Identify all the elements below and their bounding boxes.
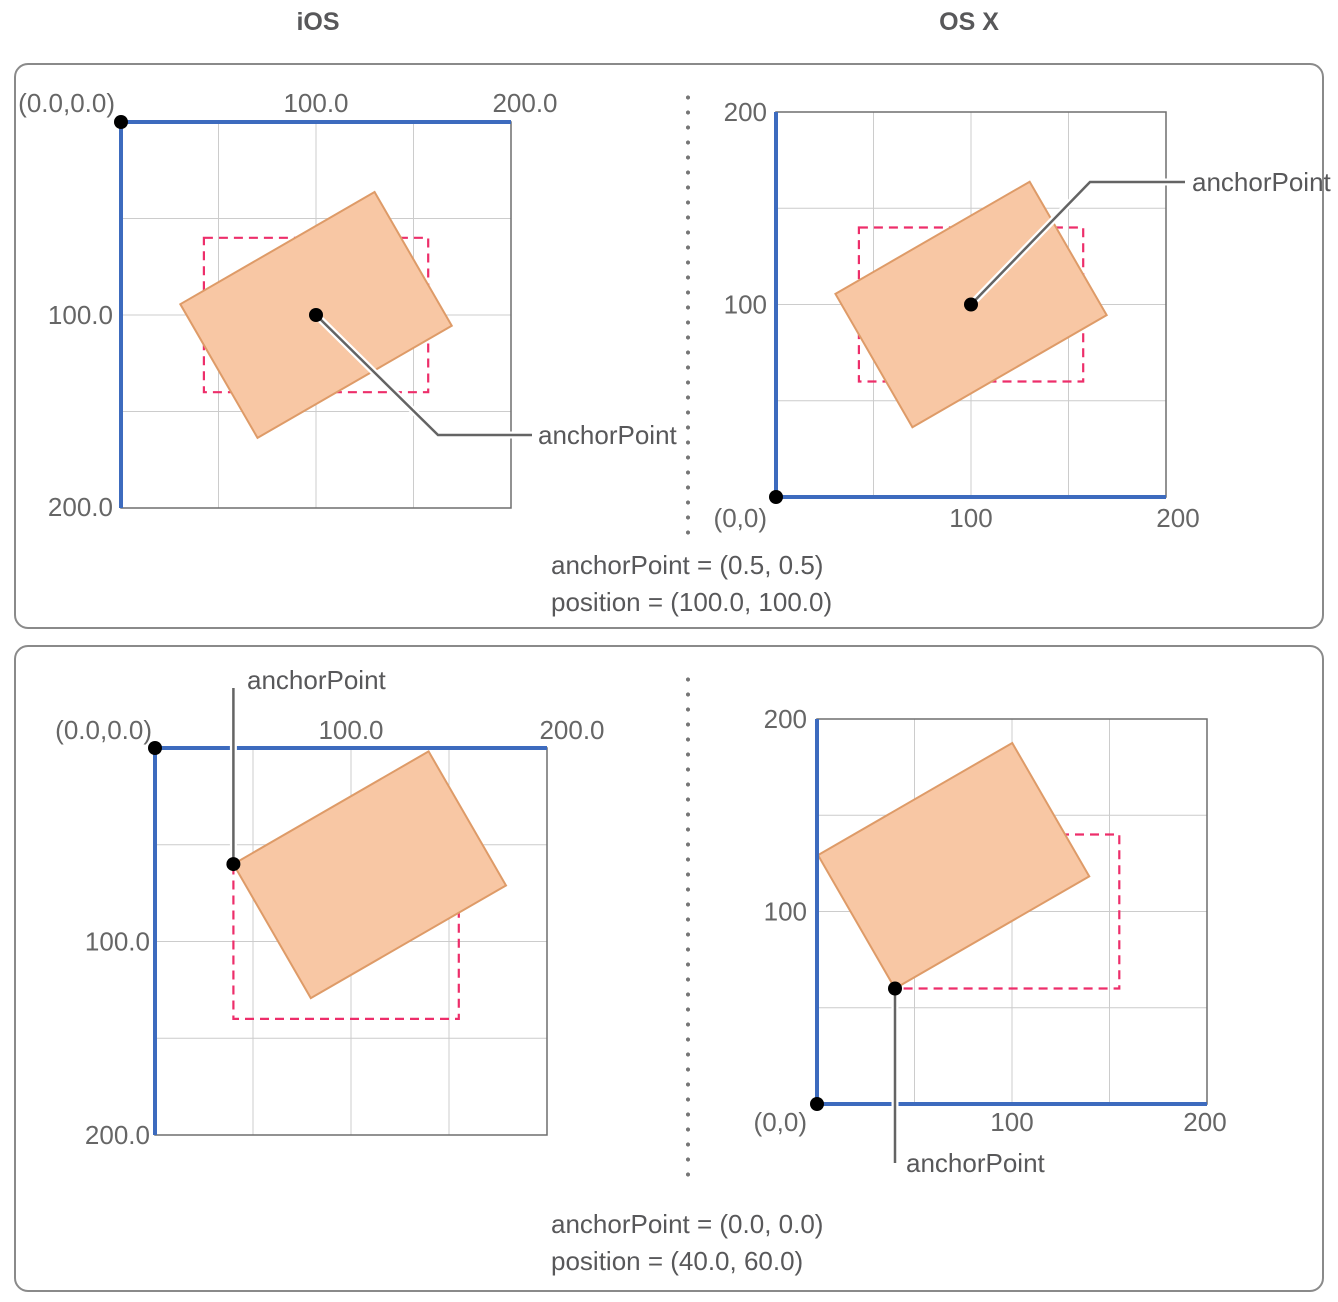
origin-dot: [810, 1097, 824, 1111]
anchor-dot: [888, 981, 902, 996]
x-tick-100: 100.0: [318, 715, 383, 745]
diagram-ios-anchor-corner: anchorPoint (0.0,0.0) 100.0 200.0 100.0 …: [55, 665, 604, 1150]
anchor-leader-line: [968, 178, 1185, 307]
x-tick-100: 100: [949, 503, 992, 533]
rotated-layer: [816, 741, 1091, 990]
dotted-separator-top: [686, 90, 690, 536]
x-tick-200: 200: [1156, 503, 1199, 533]
y-tick-100: 100.0: [85, 927, 150, 957]
dotted-separator-bottom: [686, 672, 690, 1180]
anchorpoint-label: anchorPoint: [538, 420, 678, 450]
origin-dot: [769, 490, 783, 504]
caption-bottom: anchorPoint = (0.0, 0.0) position = (40.…: [551, 1206, 823, 1280]
x-tick-200: 200: [1183, 1107, 1226, 1137]
origin-label: (0,0): [714, 503, 767, 533]
origin-label: (0.0,0.0): [55, 715, 152, 745]
y-tick-200: 200.0: [85, 1120, 150, 1150]
x-tick-200: 200.0: [539, 715, 604, 745]
x-tick-100: 100.0: [283, 88, 348, 118]
origin-label: (0,0): [754, 1107, 807, 1137]
diagram-osx-anchor-center: 200 100 (0,0) 100 200 anchorPoint: [714, 97, 1332, 533]
x-tick-100: 100: [990, 1107, 1033, 1137]
anchor-dot: [309, 308, 323, 322]
y-tick-200: 200: [724, 97, 767, 127]
y-tick-100: 100.0: [48, 300, 113, 330]
column-header-osx: OS X: [939, 8, 999, 36]
x-tick-200: 200.0: [492, 88, 557, 118]
anchorpoint-label: anchorPoint: [1192, 167, 1332, 197]
rotated-layer: [232, 750, 508, 1000]
diagram-ios-anchor-center: (0.0,0.0) 100.0 200.0 100.0 200.0 anchor…: [18, 88, 678, 522]
y-tick-100: 100: [764, 897, 807, 927]
origin-dot: [148, 741, 162, 755]
anchorpoint-label: anchorPoint: [247, 665, 387, 695]
anchor-dot: [226, 857, 241, 872]
caption-top: anchorPoint = (0.5, 0.5) position = (100…: [551, 547, 832, 621]
y-tick-100: 100: [724, 290, 767, 320]
origin-label: (0.0,0.0): [18, 88, 115, 118]
caption-anchorpoint-value: anchorPoint = (0.0, 0.0): [551, 1209, 824, 1239]
diagram-osx-anchor-corner: 200 100 (0,0) 100 200 anchorPoint: [754, 704, 1227, 1178]
caption-position-value: position = (100.0, 100.0): [551, 587, 833, 617]
anchor-dot: [964, 297, 978, 312]
column-header-ios: iOS: [296, 8, 340, 36]
y-tick-200: 200.0: [48, 492, 113, 522]
anchorpoint-label: anchorPoint: [906, 1148, 1046, 1178]
caption-position-value: position = (40.0, 60.0): [551, 1246, 804, 1276]
anchor-leader-line: [313, 312, 532, 439]
caption-anchorpoint-value: anchorPoint = (0.5, 0.5): [551, 550, 824, 580]
y-tick-200: 200: [764, 704, 807, 734]
origin-dot: [114, 115, 128, 129]
